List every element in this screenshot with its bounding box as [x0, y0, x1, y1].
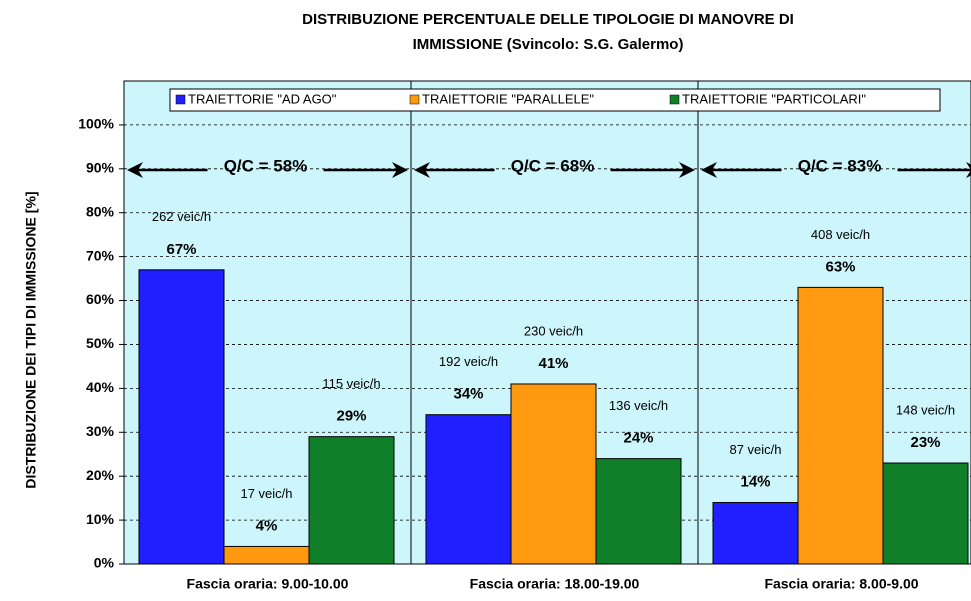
y-tick-label: 70% — [86, 247, 115, 263]
flow-label: 87 veic/h — [729, 442, 781, 457]
y-tick-label: 30% — [86, 423, 115, 439]
annotation: Q/C = 68% — [511, 156, 595, 175]
bar — [138, 269, 225, 565]
y-tick-label: 0% — [94, 555, 115, 571]
x-tick-label: Fascia oraria: 9.00-10.00 — [187, 576, 349, 592]
arrow-head — [679, 162, 695, 178]
data-label: 23% — [910, 434, 940, 451]
bar — [308, 436, 395, 565]
legend-label: TRAIETTORIE "AD AGO" — [188, 91, 337, 106]
data-label: 29% — [336, 408, 366, 425]
flow-label: 192 veic/h — [439, 354, 498, 369]
annotation: Q/C = 83% — [798, 156, 882, 175]
flow-label: 136 veic/h — [609, 398, 668, 413]
legend-swatch — [409, 94, 420, 105]
arrow-head — [392, 162, 408, 178]
arrow-head — [127, 162, 143, 178]
data-label: 67% — [166, 241, 196, 258]
legend-swatch — [175, 94, 186, 105]
bar — [712, 502, 799, 565]
y-tick-label: 90% — [86, 160, 115, 176]
legend-swatch — [669, 94, 680, 105]
flow-label: 148 veic/h — [896, 402, 955, 417]
y-tick-label: 10% — [86, 511, 115, 527]
bar — [425, 414, 512, 565]
y-tick-label: 80% — [86, 203, 115, 219]
bar — [510, 383, 597, 565]
annotation: Q/C = 58% — [224, 156, 308, 175]
flow-label: 408 veic/h — [811, 227, 870, 242]
flow-label: 230 veic/h — [524, 323, 583, 338]
flow-label: 115 veic/h — [322, 376, 380, 391]
flow-label: 262 veic/h — [152, 209, 211, 224]
legend-label: TRAIETTORIE "PARTICOLARI" — [682, 91, 866, 106]
chart-title: DISTRIBUZIONE PERCENTUALE DELLE TIPOLOGI… — [302, 11, 794, 28]
data-label: 34% — [453, 386, 483, 403]
bar — [797, 286, 884, 565]
data-label: 63% — [825, 258, 855, 275]
data-label: 14% — [740, 473, 770, 490]
y-tick-label: 50% — [86, 335, 115, 351]
legend-box — [169, 88, 941, 112]
x-tick-label: Fascia oraria: 8.00-9.00 — [764, 576, 918, 592]
y-tick-label: 40% — [86, 379, 115, 395]
chart-title: IMMISSIONE (Svincolo: S.G. Galermo) — [413, 36, 684, 53]
data-label: 4% — [256, 517, 278, 534]
y-tick-label: 60% — [86, 291, 115, 307]
y-tick-label: 20% — [86, 467, 115, 483]
data-label: 41% — [538, 355, 568, 372]
arrow-head — [701, 162, 717, 178]
y-axis-label: DISTRIBUZIONE DEI TIPI DI IMMISSIONE [%] — [23, 191, 39, 488]
legend-label: TRAIETTORIE "PARALLELE" — [422, 91, 594, 106]
y-tick-label: 100% — [78, 116, 114, 132]
bar — [223, 545, 310, 565]
bar — [595, 458, 682, 565]
x-tick-label: Fascia oraria: 18.00-19.00 — [470, 576, 640, 592]
arrow-head — [414, 162, 430, 178]
arrow-head — [966, 162, 971, 178]
flow-label: 17 veic/h — [240, 486, 292, 501]
data-label: 24% — [623, 430, 653, 447]
bar — [882, 462, 969, 565]
